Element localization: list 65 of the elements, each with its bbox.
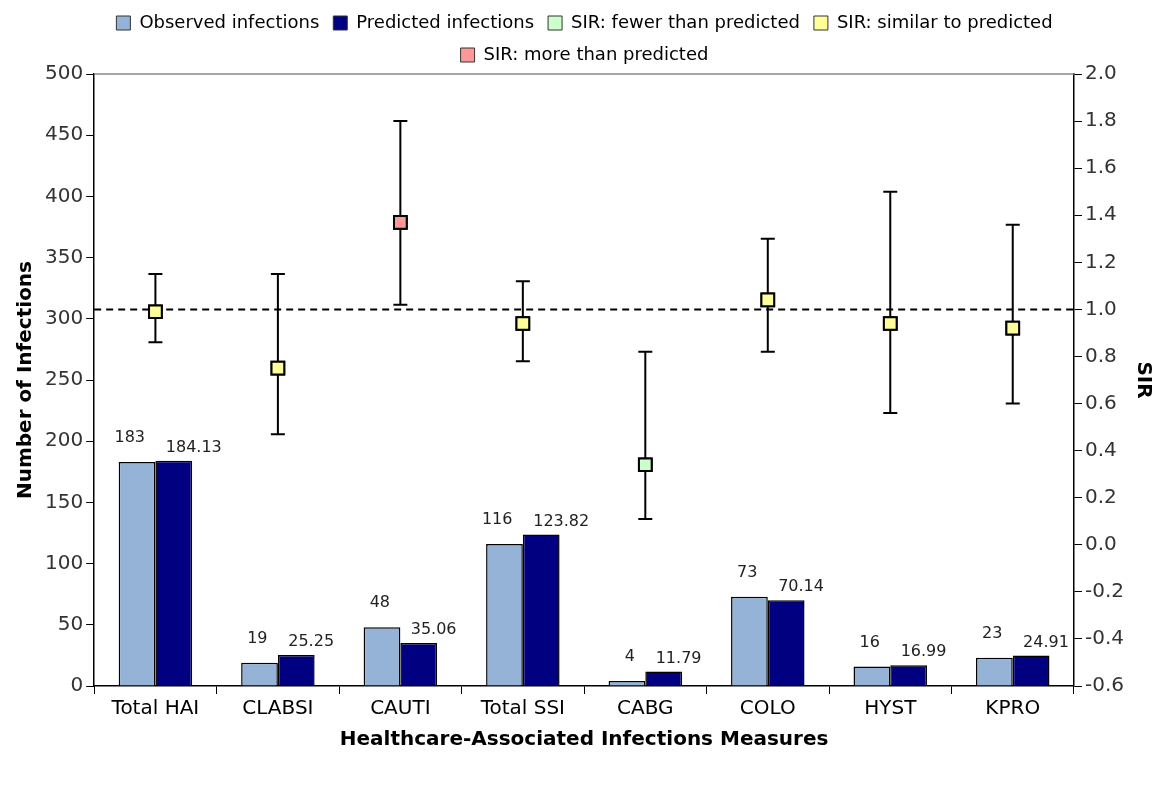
legend-label: SIR: fewer than predicted	[571, 10, 800, 32]
x-tick-label: KPRO	[985, 695, 1041, 720]
y-tick-label: 50	[57, 611, 84, 635]
legend-label: SIR: similar to predicted	[836, 10, 1053, 32]
point	[637, 457, 653, 473]
data-label: 24.91	[1023, 631, 1069, 651]
y-tick-label: 500	[44, 60, 84, 85]
y2-tick-label: -0.6	[1084, 672, 1125, 697]
y-tick-label: 200	[44, 427, 84, 452]
point	[148, 304, 163, 320]
x-axis-title: Healthcare-Associated Infections Measures	[339, 726, 829, 751]
point	[760, 292, 776, 308]
y2-tick-label: 1.0	[1084, 295, 1117, 320]
x-tick-label: CLABSI	[242, 695, 314, 720]
y-tick-label: 400	[44, 182, 84, 207]
y2-tick-label: 1.2	[1084, 248, 1117, 273]
legend-label: Predicted infections	[356, 10, 535, 32]
data-label: 73	[737, 561, 758, 581]
data-label: 184.13	[165, 436, 222, 456]
data-label: 16	[859, 631, 880, 651]
y2-tick-label: 0.0	[1084, 530, 1117, 555]
point	[393, 214, 408, 230]
y-tick-label: 250	[44, 366, 84, 391]
y2-tick-label: 1.8	[1084, 107, 1117, 132]
point	[1005, 320, 1021, 336]
y2-tick-label: 0.6	[1084, 389, 1117, 414]
data-label: 116	[481, 509, 513, 529]
x-tick-label: CAUTI	[370, 695, 431, 720]
data-label: 70.14	[778, 576, 824, 596]
legend-label: Observed infections	[139, 10, 320, 32]
data-label: 11.79	[655, 647, 702, 667]
y2-tick-label: 2.0	[1084, 60, 1117, 85]
data-label: 25.25	[288, 631, 335, 651]
y-tick-label: 150	[44, 488, 84, 513]
y2-tick-label: 0.8	[1084, 342, 1117, 367]
y-tick-label: 450	[44, 121, 84, 146]
data-label: 19	[247, 627, 268, 647]
x-tick-label: Total SSI	[479, 695, 566, 720]
point	[270, 360, 286, 376]
y2-tick-label: -0.4	[1084, 625, 1125, 650]
x-tick-label: COLO	[739, 695, 796, 720]
legend-label: SIR: more than predicted	[483, 42, 709, 64]
y-axis-title: Number of Infections	[12, 260, 37, 500]
y-tick-label: 0	[70, 672, 84, 697]
y2-tick-label: 0.4	[1084, 436, 1117, 461]
y-tick-label: 100	[44, 549, 84, 574]
x-tick-label: HYST	[864, 695, 918, 720]
y2-tick-label: 1.6	[1084, 154, 1117, 179]
data-label: 4	[624, 646, 635, 666]
x-tick-label: CABG	[617, 695, 674, 720]
data-label: 35.06	[410, 619, 457, 639]
point	[882, 316, 898, 331]
data-label: 123.82	[533, 510, 590, 530]
data-label: 16.99	[900, 641, 947, 661]
y-tick-label: 300	[44, 305, 84, 329]
data-label: 48	[369, 592, 390, 612]
y2-tick-label: -0.2	[1084, 578, 1125, 603]
y2-tick-label: 1.4	[1084, 201, 1117, 226]
y-tick-label: 350	[44, 243, 84, 268]
data-label: 183	[114, 427, 146, 447]
x-tick-label: Total HAI	[110, 695, 200, 720]
y2-axis-title: SIR	[1132, 361, 1157, 399]
data-label: 23	[982, 623, 1003, 642]
point	[515, 316, 531, 331]
y2-tick-label: 0.2	[1084, 483, 1117, 508]
